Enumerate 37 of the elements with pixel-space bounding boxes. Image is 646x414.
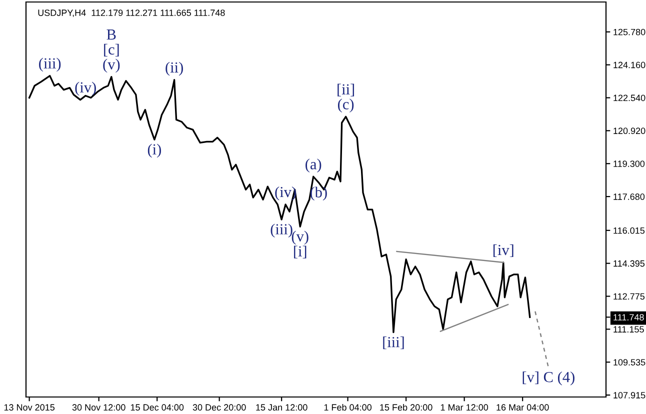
y-tick-label: 107.915 — [614, 392, 646, 398]
y-tick-label: 111.748 — [614, 314, 644, 321]
x-tick-label: 15 Dec 04:00 — [130, 404, 184, 411]
x-tick-label: 30 Dec 20:00 — [192, 404, 246, 411]
x-tick-label: 16 Mar 04:00 — [496, 404, 549, 411]
x-tick-label: 30 Nov 12:00 — [72, 404, 126, 411]
annotation: (b) — [310, 186, 327, 201]
annotation: [ii] (c) — [338, 84, 354, 112]
y-tick-label: 114.395 — [614, 260, 645, 267]
x-tick-label: 15 Feb 20:00 — [380, 404, 432, 411]
y-tick-label: 120.920 — [614, 128, 646, 134]
annotation: (i) — [148, 144, 161, 158]
annotation: (iv) — [75, 82, 96, 96]
annotation: (v) [i] — [292, 230, 308, 258]
y-tick-label: 111.155 — [614, 326, 644, 333]
annotation: (iii) — [39, 58, 61, 72]
y-tick-label: 122.540 — [614, 94, 646, 102]
y-tick-label: 125.780 — [614, 28, 646, 36]
y-tick-label: 119.300 — [614, 160, 645, 167]
y-tick-label: 124.160 — [614, 62, 646, 68]
annotation: (ii) — [166, 62, 183, 76]
y-tick-label: 112.775 — [614, 293, 645, 300]
x-tick-label: 1 Mar 12:00 — [440, 404, 488, 411]
annotation: (a) — [306, 158, 322, 172]
annotation: [iii] — [383, 336, 404, 350]
x-tick-label: 15 Jan 12:00 — [256, 404, 308, 411]
annotation: (iii) — [270, 224, 292, 238]
x-tick-label: 13 Nov 2015 — [4, 404, 55, 411]
y-tick-label: 117.680 — [614, 194, 645, 200]
y-tick-label: 116.015 — [614, 227, 645, 234]
y-tick-label: 109.535 — [614, 359, 646, 366]
annotation: B [c] (v) — [103, 30, 120, 73]
text: USDJPY,H4 112.179 112.271 111.665 111.748 — [38, 10, 225, 18]
x-tick-label: 1 Feb 04:00 — [324, 404, 372, 411]
annotation: [v] C (4) — [522, 371, 574, 386]
line-series — [28, 74, 531, 334]
annotation: [iv] — [493, 244, 514, 258]
